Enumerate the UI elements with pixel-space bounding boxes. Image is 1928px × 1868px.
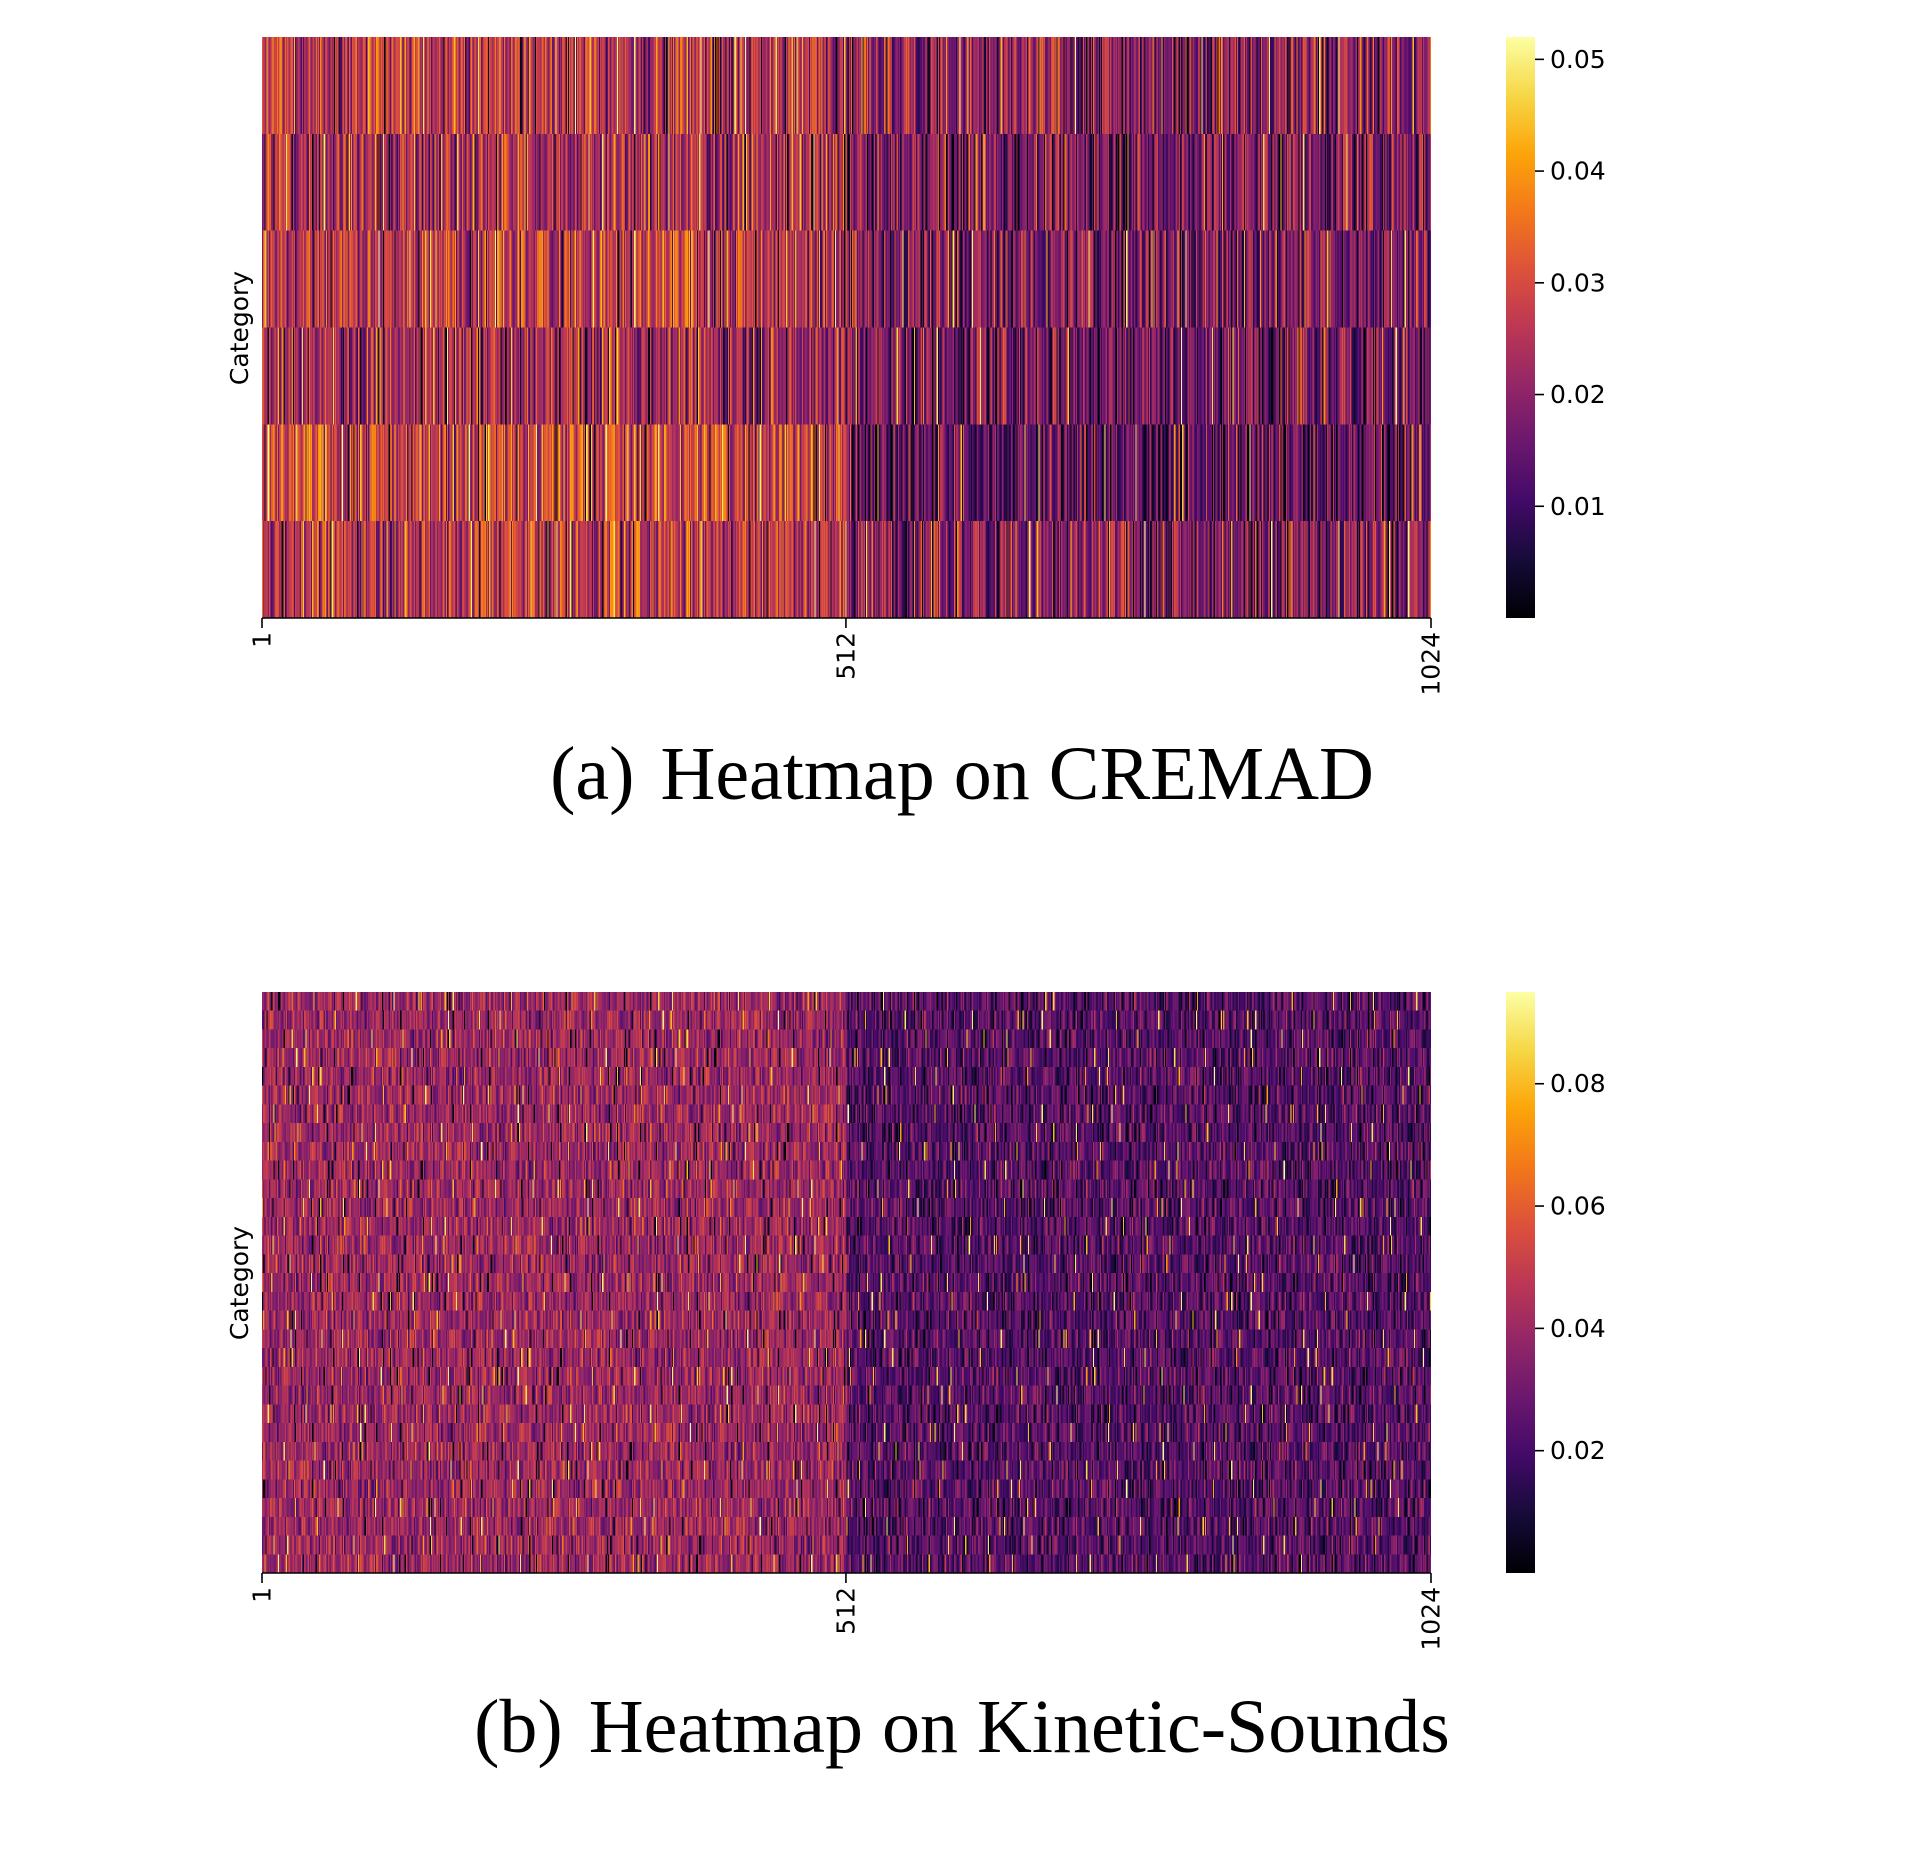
x-axis-ticks: 1 512 1024 (248, 1572, 1446, 1651)
colorbar (1506, 992, 1535, 1573)
heatmap-cells (262, 37, 1431, 618)
colorbar-ticks: 0.01 0.02 0.03 0.04 0.05 (1535, 45, 1606, 521)
x-tick-label: 1 (248, 632, 277, 648)
caption-label: (b) (474, 1685, 563, 1769)
colorbar-tick-label: 0.02 (1550, 380, 1606, 409)
colorbar-tick-label: 0.04 (1550, 1314, 1606, 1343)
colorbar-tick-label: 0.05 (1550, 45, 1606, 74)
colorbar-tick-label: 0.04 (1550, 157, 1606, 186)
x-tick-label: 512 (831, 1587, 860, 1635)
heatmap-image (262, 37, 1431, 618)
colorbar-ticks: 0.02 0.04 0.06 0.08 (1535, 1069, 1606, 1465)
caption: (b) Heatmap on Kinetic-Sounds (474, 1685, 1450, 1769)
x-tick-label: 1 (248, 1587, 277, 1603)
caption: (a) Heatmap on CREMAD (550, 732, 1374, 816)
colorbar-tick-label: 0.08 (1550, 1069, 1606, 1098)
caption-title: Heatmap on CREMAD (660, 732, 1373, 816)
caption-title: Heatmap on Kinetic-Sounds (589, 1685, 1450, 1769)
colorbar-tick-label: 0.06 (1550, 1192, 1606, 1221)
caption-label: (a) (550, 732, 634, 816)
colorbar-tick-label: 0.01 (1550, 492, 1606, 521)
heatmap-panel-cremad: Category 1 512 1024 0.01 0.02 0.03 0.04 0.05 (… (225, 37, 1606, 816)
x-tick-label: 1024 (1417, 1587, 1446, 1651)
heatmap-image (262, 992, 1431, 1573)
colorbar-tick-label: 0.02 (1550, 1436, 1606, 1465)
colorbar (1506, 37, 1535, 618)
colorbar-tick-label: 0.03 (1550, 268, 1606, 297)
heatmap-cells (262, 992, 1431, 1573)
y-axis-label: Category (225, 271, 254, 385)
x-axis-ticks: 1 512 1024 (248, 617, 1446, 696)
x-tick-label: 1024 (1417, 632, 1446, 696)
x-tick-label: 512 (831, 632, 860, 680)
heatmap-panel-kinetic-sounds: Category 1 512 1024 0.02 0.04 0.06 0.08 (b) He… (225, 992, 1606, 1769)
y-axis-label: Category (225, 1226, 254, 1340)
